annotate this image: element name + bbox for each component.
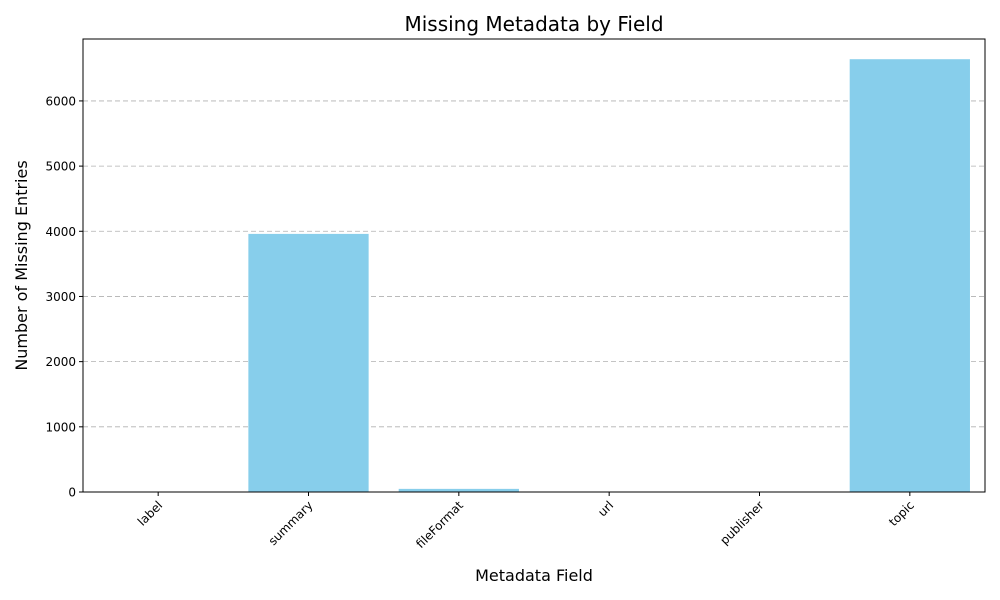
x-tick-label: summary: [266, 498, 316, 548]
y-tick-label: 0: [68, 486, 76, 500]
bar-summary: [248, 233, 369, 493]
bars: [248, 59, 970, 493]
gridlines: [83, 100, 985, 428]
y-tick-label: 1000: [45, 420, 76, 434]
y-tick-label: 4000: [45, 225, 76, 239]
x-tick-label: topic: [886, 498, 917, 529]
x-axis-ticks: label summary fileFormat url publisher topic: [135, 492, 917, 551]
x-tick-label: label: [135, 498, 165, 528]
chart-title: Missing Metadata by Field: [404, 12, 663, 36]
y-tick-label: 6000: [45, 94, 76, 108]
plot-frame: [82, 38, 986, 493]
y-axis-ticks: 0 1000 2000 3000 4000 5000 6000: [45, 94, 83, 500]
x-tick-label: publisher: [717, 498, 766, 547]
y-tick-label: 5000: [45, 160, 76, 174]
x-tick-label: url: [595, 498, 616, 519]
bar-topic: [849, 59, 970, 493]
y-axis-label: Number of Missing Entries: [12, 160, 31, 370]
bar-fileFormat: [398, 488, 519, 492]
x-tick-label: fileFormat: [413, 498, 466, 551]
y-tick-label: 3000: [45, 290, 76, 304]
y-tick-label: 2000: [45, 355, 76, 369]
x-axis-label: Metadata Field: [475, 566, 593, 585]
